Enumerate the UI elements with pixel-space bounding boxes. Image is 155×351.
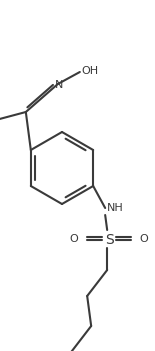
Text: N: N [55, 80, 63, 90]
Text: O: O [140, 234, 148, 244]
Text: NH: NH [107, 203, 124, 213]
Text: S: S [105, 233, 114, 247]
Text: O: O [70, 234, 79, 244]
Text: OH: OH [81, 66, 98, 76]
